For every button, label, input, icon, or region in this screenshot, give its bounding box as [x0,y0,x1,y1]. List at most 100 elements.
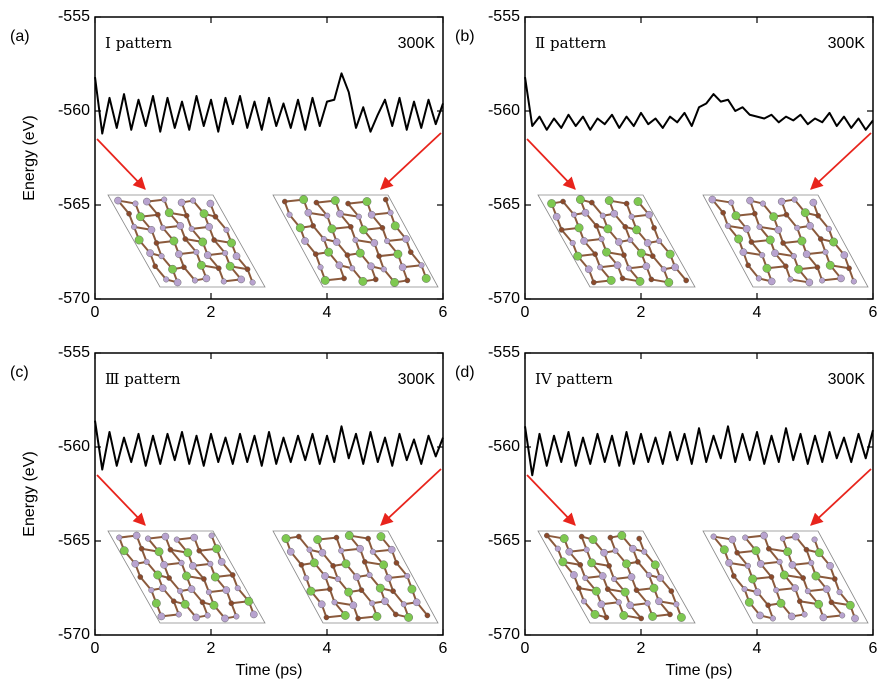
atom [769,212,779,222]
crystal-inset [537,194,696,288]
atom [776,558,783,565]
atom [390,278,399,287]
atom [783,547,793,557]
atom [355,213,362,220]
atom [633,587,640,593]
atom [731,573,737,579]
atom [404,277,411,284]
atom [190,197,197,204]
x-tick-label: 2 [207,640,216,657]
atom [341,275,347,282]
arrow [380,132,442,190]
atom [295,223,305,233]
atom [379,560,389,570]
atom [668,588,675,594]
atom [831,576,838,582]
cell-outline [272,194,439,288]
atom [734,549,740,556]
y-tick-label: -565 [488,532,520,549]
atom [233,613,240,620]
atom [138,545,145,552]
atom [205,223,213,231]
atom [178,559,185,566]
atom [126,210,132,217]
atom [825,225,832,232]
atom [574,223,584,233]
atom [359,225,368,235]
atom [220,278,227,285]
atom [306,586,316,596]
pattern-label: Ⅰ pattern [105,34,172,52]
atom [581,208,590,217]
atom [362,197,372,206]
atom [808,559,815,566]
atom [748,574,758,584]
atom [643,239,652,247]
atom [710,533,717,540]
atom [676,613,686,622]
y-tick-label: -570 [488,626,520,643]
x-tick-label: 4 [323,304,332,321]
atom [558,557,568,567]
atom [189,562,197,570]
atom [734,234,744,244]
atom [822,249,829,256]
atom [196,260,206,270]
atom [845,600,855,610]
atom [227,238,236,248]
atom [309,558,319,568]
atom [597,264,604,271]
atom [369,548,376,555]
crystal-inset [272,194,439,288]
atom [809,198,818,207]
atom [355,248,365,258]
atom [797,236,807,246]
atom [331,599,338,606]
atom [801,611,808,618]
atom [742,534,749,541]
atom [593,223,600,229]
atom [182,236,189,242]
y-tick-label: -560 [58,438,90,455]
atom [819,613,828,622]
atom [180,599,190,609]
atom [590,610,600,619]
atom [148,587,155,594]
arrow [96,138,146,190]
atom [745,262,751,269]
atom [418,262,425,269]
atom [205,589,212,596]
atom [361,559,368,565]
atom [683,277,689,284]
atom [604,196,614,205]
atom [304,208,313,217]
atom [800,208,810,218]
atom [376,253,382,259]
atom [598,572,607,580]
y-tick-label: -565 [488,196,520,213]
atom [671,263,679,272]
y-tick-label: -560 [58,102,90,119]
atom [404,613,413,622]
atom [341,559,351,569]
atom [619,275,626,282]
atom [134,235,144,245]
atom [811,536,818,543]
atom [234,585,241,592]
atom [796,598,803,605]
atom [569,239,576,246]
atom [814,548,824,558]
atom [607,534,614,541]
atom [131,223,138,230]
atom [755,275,762,282]
atom [206,199,215,208]
y-tick-label: -560 [488,438,520,455]
atom [392,611,399,618]
atom [794,264,803,274]
atom [615,238,623,246]
atom [547,199,557,208]
atom [330,196,340,205]
atom [621,252,627,258]
atom [323,614,330,621]
atom [554,545,561,552]
